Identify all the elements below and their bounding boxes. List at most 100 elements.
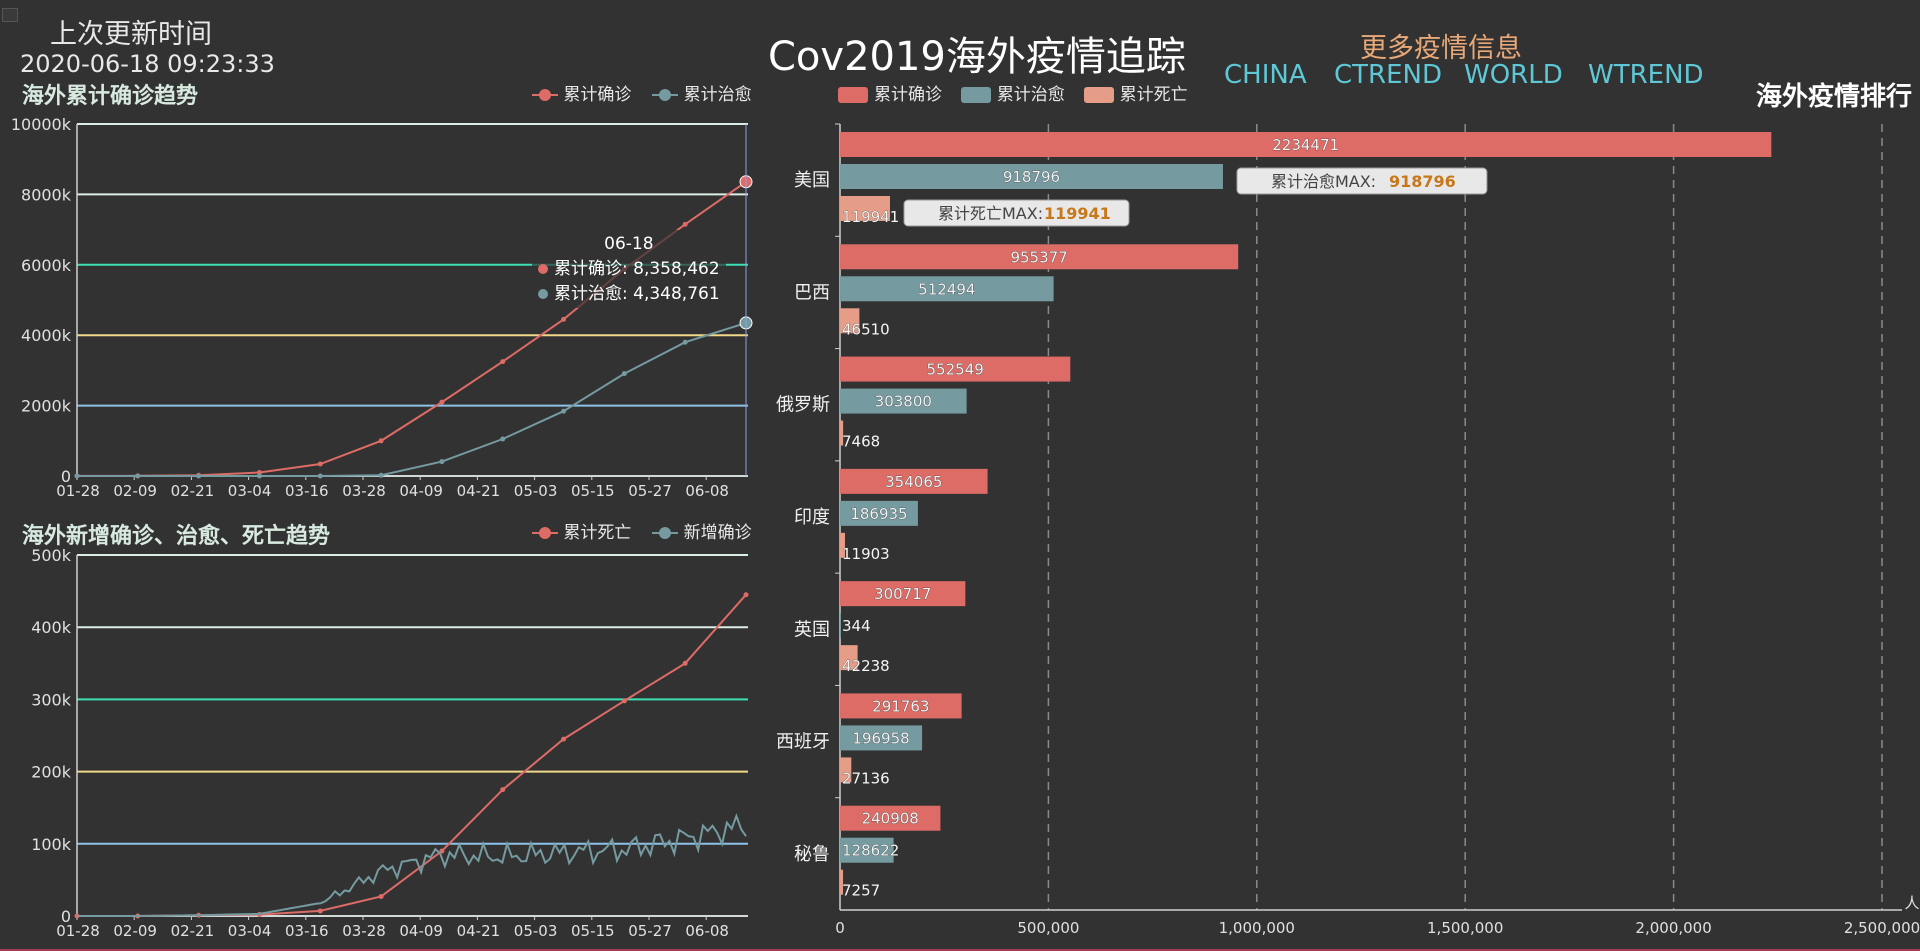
x-tick-label: 05-15 [571,482,615,500]
bar-2 [840,308,860,334]
x-tick-label: 03-04 [228,922,272,940]
y-tick-label: 300k [31,690,72,709]
nav-ctrend-link[interactable]: CTREND [1334,60,1442,90]
corner-checkbox[interactable] [2,8,18,22]
data-label: 300717 [874,585,931,603]
data-point [196,473,202,479]
update-time: 2020-06-18 09:23:33 [20,50,275,78]
data-label: 46510 [842,320,890,338]
x-tick-label: 01-28 [56,482,100,500]
legend-dead-label: 累计死亡 [563,523,632,543]
chart3-legend[interactable]: 累计确诊 累计治愈 累计死亡 [838,80,1188,105]
chart2-title: 海外新增确诊、治愈、死亡趋势 [22,524,331,549]
update-label: 上次更新时间 [50,19,212,50]
nav-world-link[interactable]: WORLD [1464,60,1563,90]
x-tick-label: 05-27 [628,482,672,500]
data-point [378,438,384,444]
tooltip-date: 06-18 [604,234,654,254]
category-label: 秘鲁 [794,844,830,865]
page-title: Cov2019海外疫情追踪 [768,34,1186,80]
y-tick-label: 6000k [21,256,72,275]
x-tick-label: 05-15 [571,922,615,940]
legend-cured-label: 累计治愈 [683,85,752,105]
x-tick-label: 04-09 [399,922,443,940]
category-label: 俄罗斯 [776,395,830,416]
data-label: 196958 [852,729,909,747]
x-tick-label: 1,500,000 [1427,919,1503,937]
data-label: 11903 [842,545,890,563]
bar-2 [840,869,844,895]
x-tick-label: 03-28 [342,922,386,940]
unit-label: 人 [1904,894,1919,912]
bar-0 [840,132,1772,157]
data-label: 303800 [875,393,932,411]
data-label: 354065 [885,473,942,491]
nav-wtrend-link[interactable]: WTREND [1588,60,1704,90]
x-tick-label: 05-27 [628,922,672,940]
bar-0 [840,805,941,831]
marker-value: 918796 [1389,172,1456,191]
series-line-0 [77,594,747,917]
x-tick-label: 02-21 [171,922,215,940]
y-tick-label: 200k [31,763,72,782]
x-tick-label: 04-09 [399,482,443,500]
ranking-title: 海外疫情排行 [1755,82,1912,112]
x-tick-label: 06-08 [685,482,729,500]
data-label: 291763 [872,697,929,715]
bar-0 [840,356,1071,382]
data-point [561,316,567,322]
x-tick-label: 0 [835,919,845,937]
bar-2 [840,196,890,221]
legend-dead-icon [532,526,558,540]
category-label: 印度 [794,507,830,528]
bar-1 [840,837,894,863]
data-point [317,473,323,479]
x-tick-label: 03-16 [285,922,329,940]
daily-trend-chart[interactable]: 0 100k 200k 300k 400k 500k 01-28 02-09 02-21 03-0… [0,545,760,945]
series-line-1 [77,321,747,477]
legend-bar-cured-label: 累计治愈 [996,85,1065,105]
x-tick-label: 01-28 [56,922,100,940]
x-tick-label: 04-21 [457,482,501,500]
data-point [682,221,688,227]
marker-box [903,199,1130,227]
x-tick-label: 2,000,000 [1635,919,1711,937]
ranking-bar-chart[interactable]: 0 500,000 1,000,000 1,500,000 2,000,000 2,500… [760,110,1920,945]
data-point [439,848,445,854]
legend-new-icon [652,526,679,540]
y-tick-label: 100k [31,835,72,854]
tooltip-cured-value: 4,348,761 [633,284,720,304]
data-point [621,698,627,704]
data-label: 7257 [842,882,880,900]
bar-1 [840,613,841,639]
x-tick-label: 03-04 [228,482,272,500]
category-label: 巴西 [794,282,830,303]
cumulative-trend-chart[interactable]: 0 2000k 4000k 6000k 8000k 10000k 01-28 02-09 02-… [0,110,760,505]
tooltip-confirmed-label: 累计确诊 [554,259,622,279]
marker-box [1236,167,1488,195]
nav-china-link[interactable]: CHINA [1224,60,1307,90]
data-label: 512494 [918,280,975,298]
x-tick-label: 03-16 [285,482,329,500]
bar-2 [840,420,844,446]
data-point [439,399,445,405]
more-info-link[interactable]: 更多疫情信息 [1360,33,1522,64]
data-point [317,908,323,914]
bar-2 [840,757,852,783]
data-label: 186935 [850,505,907,523]
y-tick-label: 400k [31,618,72,637]
data-point [561,736,567,742]
data-label: 119941 [842,208,899,226]
y-tick-label: 8000k [21,185,72,204]
legend-new-label: 新增确诊 [683,523,752,543]
data-label: 918796 [1003,168,1060,186]
marker-label: 累计治愈MAX: [1271,172,1376,191]
bar-1 [840,276,1054,302]
legend-bar-confirmed-icon [838,87,868,103]
chart2-legend[interactable]: 累计死亡 新增确诊 [532,518,752,543]
legend-bar-dead-icon [1083,87,1114,103]
x-tick-label: 02-21 [171,482,215,500]
data-label: 2234471 [1272,136,1339,154]
data-point [500,359,506,365]
chart1-legend[interactable]: 累计确诊 累计治愈 [532,80,752,105]
